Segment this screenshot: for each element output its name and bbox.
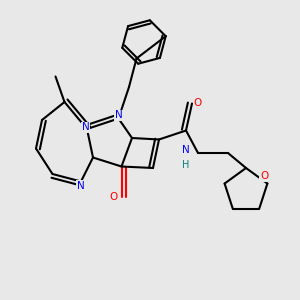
Text: O: O bbox=[110, 191, 118, 202]
Text: N: N bbox=[82, 122, 89, 133]
Text: N: N bbox=[115, 110, 122, 121]
Text: O: O bbox=[260, 171, 268, 181]
Text: N: N bbox=[182, 145, 190, 155]
Text: H: H bbox=[182, 160, 190, 170]
Text: N: N bbox=[77, 181, 85, 191]
Text: O: O bbox=[194, 98, 202, 109]
